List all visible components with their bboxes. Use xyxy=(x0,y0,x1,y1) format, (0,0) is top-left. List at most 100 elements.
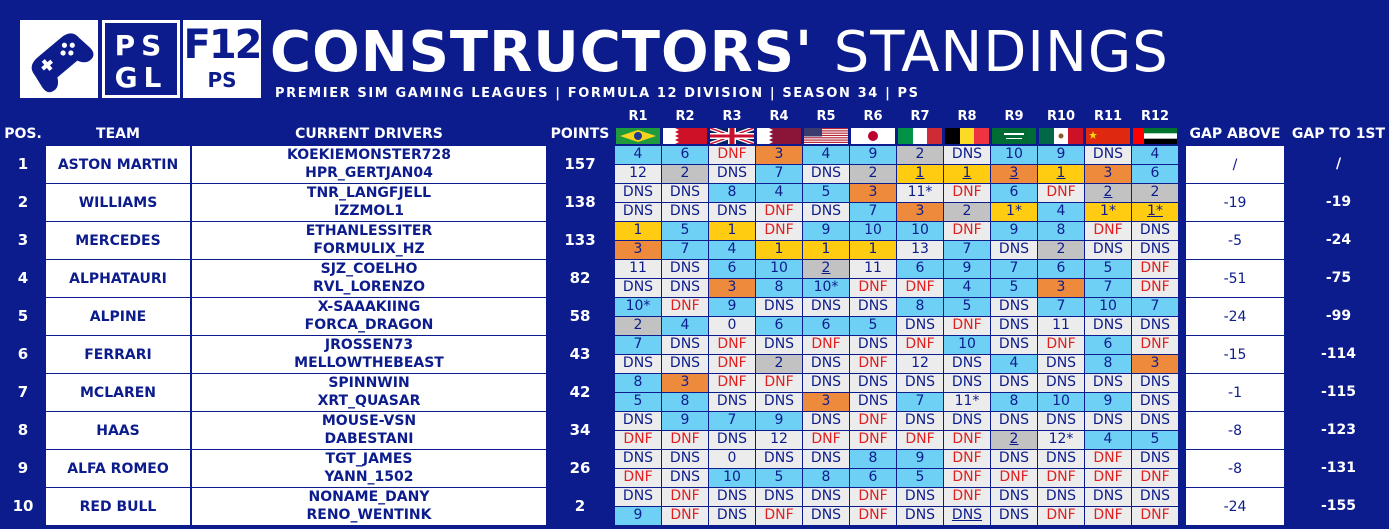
psgl-gamepad-logo xyxy=(20,20,98,98)
race-result-cell: DNS xyxy=(709,507,755,525)
gap-to-first: -155 xyxy=(1320,498,1357,514)
race-result-cell: 3 xyxy=(1085,165,1131,183)
race-result-cell: DNS xyxy=(662,203,708,221)
race-result-cell: 7 xyxy=(1038,298,1084,316)
row-position: 9 xyxy=(17,459,29,477)
race-result-cell: DNF xyxy=(662,298,708,316)
saudi-flag-icon xyxy=(992,128,1036,144)
race-result-cell: DNS xyxy=(662,260,708,278)
race-result-cell: DNS xyxy=(709,393,755,411)
race-result-cell: DNF xyxy=(1038,336,1084,354)
team-name: RED BULL xyxy=(46,488,190,525)
race-result-cell: 7 xyxy=(662,241,708,259)
driver-name: JROSSEN73 xyxy=(324,337,414,353)
f12-logo-small: PS xyxy=(207,68,237,92)
race-result-cell: 12 xyxy=(615,165,661,183)
team-drivers: TNR_LANGFJELL IZZMOL1 xyxy=(192,184,546,221)
race-result-cell: DNF xyxy=(803,431,849,449)
gap-above: -1 xyxy=(1186,374,1284,411)
race-result-cell: 8 xyxy=(1085,355,1131,373)
race-result-cell: DNF xyxy=(1132,336,1178,354)
race-result-cell: DNF xyxy=(850,355,896,373)
race-result-cell: DNF xyxy=(615,469,661,487)
driver-name: IZZMOL1 xyxy=(333,203,404,219)
race-result-cell: DNF xyxy=(803,336,849,354)
round-header-r1: R1 xyxy=(628,109,648,124)
race-result-cell: 6 xyxy=(803,317,849,335)
race-result-cell: DNF xyxy=(1038,507,1084,525)
driver-name: HPR_GERTJAN04 xyxy=(305,165,433,181)
gap-above: -51 xyxy=(1186,260,1284,297)
team-name: ALFA ROMEO xyxy=(46,450,190,487)
race-result-cell: DNS xyxy=(850,393,896,411)
race-result-cell: 4 xyxy=(1038,203,1084,221)
belgium-flag-icon xyxy=(945,128,989,144)
race-result-cell: DNF xyxy=(1038,469,1084,487)
row-position: 7 xyxy=(17,383,29,401)
race-result-cell: DNF xyxy=(756,203,802,221)
gap-above: -5 xyxy=(1186,222,1284,259)
race-result-cell: DNF xyxy=(850,507,896,525)
race-result-cell: 10 xyxy=(850,222,896,240)
race-result-cell: 4 xyxy=(615,146,661,164)
race-result-cell: DNS xyxy=(756,450,802,468)
race-result-cell: 3 xyxy=(803,393,849,411)
race-result-cell: 8 xyxy=(1038,222,1084,240)
team-drivers: ETHANLESSITER FORMULIX_HZ xyxy=(192,222,546,259)
race-result-cell: 6 xyxy=(662,146,708,164)
race-result-cell: 5 xyxy=(897,469,943,487)
race-result-cell: 7 xyxy=(1132,298,1178,316)
race-result-cell: 3 xyxy=(897,203,943,221)
race-result-cell: DNS xyxy=(1038,412,1084,430)
race-result-cell: DNS xyxy=(803,203,849,221)
race-result-cell: 1* xyxy=(991,203,1037,221)
team-drivers: JROSSEN73 MELLOWTHEBEAST xyxy=(192,336,546,373)
race-result-cell: DNS xyxy=(991,507,1037,525)
psgl-logo-top: PS xyxy=(114,29,168,62)
race-result-cell: DNF xyxy=(897,336,943,354)
team-points: 82 xyxy=(569,269,591,287)
race-result-cell: DNS xyxy=(1132,488,1178,506)
race-result-cell: 9 xyxy=(850,146,896,164)
race-result-cell: DNS xyxy=(944,374,990,392)
race-result-cell: 5 xyxy=(944,298,990,316)
race-result-cell: DNS xyxy=(1132,412,1178,430)
driver-name: NONAME_DANY xyxy=(308,489,430,505)
race-result-cell: DNS xyxy=(1038,355,1084,373)
race-result-cell: 2 xyxy=(756,355,802,373)
race-result-cell: DNS xyxy=(850,298,896,316)
team-drivers: NONAME_DANY RENO_WENTINK xyxy=(192,488,546,525)
race-result-cell: 8 xyxy=(850,450,896,468)
driver-name: YANN_1502 xyxy=(324,469,414,485)
race-result-cell: DNS xyxy=(803,298,849,316)
race-result-cell: 7 xyxy=(991,260,1037,278)
mexico-flag-icon xyxy=(1039,128,1083,144)
race-result-cell: DNF xyxy=(615,431,661,449)
gap-above: -15 xyxy=(1186,336,1284,373)
japan-flag-icon xyxy=(851,128,895,144)
race-result-cell: DNS xyxy=(991,336,1037,354)
race-result-cell: 1 xyxy=(709,222,755,240)
race-result-cell: DNS xyxy=(991,298,1037,316)
race-result-cell: DNF xyxy=(944,450,990,468)
race-result-cell: 3 xyxy=(615,241,661,259)
race-result-cell: DNS xyxy=(709,431,755,449)
gap-above: -8 xyxy=(1186,450,1284,487)
gap-above: / xyxy=(1186,146,1284,183)
gap-to-first: -19 xyxy=(1325,194,1352,210)
round-header-r4: R4 xyxy=(769,109,789,124)
team-points: 138 xyxy=(564,193,596,211)
race-result-cell: DNS xyxy=(662,355,708,373)
gap-above: -24 xyxy=(1186,488,1284,525)
race-result-cell: DNS xyxy=(709,488,755,506)
race-result-cell: 12 xyxy=(756,431,802,449)
race-result-cell: 4 xyxy=(991,355,1037,373)
race-result-cell: 6 xyxy=(1132,165,1178,183)
race-result-cell: DNS xyxy=(897,488,943,506)
race-result-cell: DNS xyxy=(615,203,661,221)
psgl-logo-bottom: GL xyxy=(114,61,168,94)
driver-name: SPINNWIN xyxy=(328,375,410,391)
race-result-cell: 8 xyxy=(897,298,943,316)
race-result-cell: 11 xyxy=(1038,317,1084,335)
race-result-cell: 6 xyxy=(1038,260,1084,278)
